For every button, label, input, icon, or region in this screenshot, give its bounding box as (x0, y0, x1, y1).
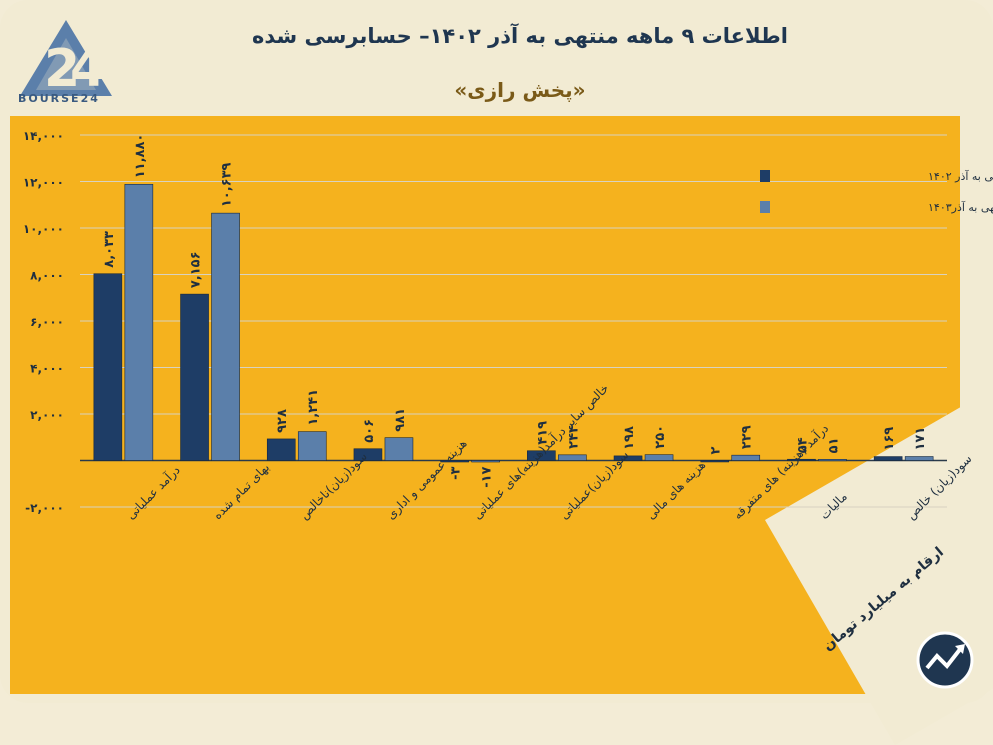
bar-1403 (818, 459, 847, 462)
bar-1403 (731, 454, 761, 461)
data-label: ۲۵۰ (653, 425, 668, 449)
bar-1402 (873, 456, 903, 461)
legend-swatch-1403 (760, 201, 770, 213)
data-labels-layer: ۸,۰۳۳ ۱۱,۸۸۰ ۷,۱۵۶ ۱۰,۶۳۹ ۹۲۸ ۱,۲۴۱ ۵۰۶ ۹۸۱ -۳ -۱… (102, 134, 928, 488)
y-tick-label: ۴,۰۰۰ (30, 362, 64, 376)
legend-swatch-1402 (760, 170, 770, 182)
data-label: ۵۱ (826, 437, 841, 453)
bar-1402 (440, 460, 469, 463)
bar-1403 (644, 454, 674, 461)
bar-chart: -۲,۰۰۰ ۲,۰۰۰ ۴,۰۰۰ ۶,۰۰۰ ۸,۰۰۰ ۱۰,۰۰۰ ۱۲,۰۰۰ ۱۴… (23, 129, 993, 523)
data-label: ۵۰۶ (362, 419, 377, 443)
data-label: ۸,۰۳۳ (102, 231, 117, 268)
data-label: -۱۷ (480, 466, 495, 487)
y-tick-label: ۱۰,۰۰۰ (23, 222, 64, 236)
y-tick-label: ۸,۰۰۰ (30, 269, 64, 283)
bourse24-logo: 2 4 (20, 20, 112, 99)
data-label: ۹۸۱ (393, 408, 408, 432)
data-label: ۵۴ (795, 437, 810, 453)
data-label: ۱۰,۶۳۹ (220, 162, 235, 207)
bar-1402 (180, 293, 209, 461)
trend-chart-icon (916, 631, 974, 689)
plot-area (80, 133, 947, 507)
y-tick-label: ۲,۰۰۰ (30, 408, 64, 422)
bar-1402 (787, 458, 816, 462)
chart-area (10, 116, 960, 694)
bars-layer (93, 183, 934, 463)
data-label: ۱۷۱ (913, 427, 928, 451)
bar-1403 (297, 431, 327, 461)
data-label: -۳ (449, 466, 464, 479)
legend-label-1402: عملکرد منتهی به آذر ۱۴۰۲ (928, 169, 993, 183)
data-label: ۲۲۹ (740, 425, 755, 449)
y-tick-label: ۶,۰۰۰ (30, 315, 64, 329)
bar-1403 (124, 183, 154, 461)
bar-1402 (93, 273, 123, 461)
data-label: ۷,۱۵۶ (189, 251, 204, 288)
bar-1403 (471, 460, 500, 463)
bar-1402 (266, 438, 296, 461)
bar-1402 (527, 450, 556, 461)
y-tick-label: ۱۲,۰۰۰ (23, 176, 64, 190)
bar-1403 (211, 212, 240, 461)
data-label: ۲ (709, 446, 724, 454)
chart-subtitle: «پخش رازی» (454, 78, 586, 102)
bar-1402 (353, 448, 383, 461)
logo-text: BOURSE24 (18, 92, 100, 105)
legend: عملکرد منتهی به آذر ۱۴۰۲ عملکرد منتهی به… (760, 169, 993, 214)
y-tick-label: -۲,۰۰۰ (25, 501, 64, 515)
data-label: ۱۹۸ (622, 426, 637, 450)
data-label: ۱۱,۸۸۰ (133, 134, 148, 179)
bar-1402 (613, 455, 643, 461)
chart-title: اطلاعات ۹ ماهه منتهی به آذر ۱۴۰۲– حسابرس… (252, 24, 788, 48)
y-tick-label: ۱۴,۰۰۰ (23, 129, 64, 143)
bar-1403 (904, 456, 934, 461)
data-label: ۲۴۴ (566, 425, 581, 449)
data-label: ۱۶۹ (882, 427, 897, 451)
bar-1403 (558, 454, 587, 461)
legend-label-1403: عملکرد منتهی به آذر۱۴۰۳ (928, 200, 993, 214)
y-axis: -۲,۰۰۰ ۲,۰۰۰ ۴,۰۰۰ ۶,۰۰۰ ۸,۰۰۰ ۱۰,۰۰۰ ۱۲,۰۰۰ ۱۴… (23, 129, 64, 515)
data-label: ۱,۲۴۱ (306, 389, 321, 426)
bar-1403 (384, 437, 414, 461)
svg-text:4: 4 (70, 39, 106, 99)
bar-1402 (700, 460, 730, 463)
data-label: ۴۱۹ (535, 421, 550, 445)
data-label: ۹۲۸ (275, 409, 290, 433)
svg-text:2: 2 (44, 39, 80, 99)
